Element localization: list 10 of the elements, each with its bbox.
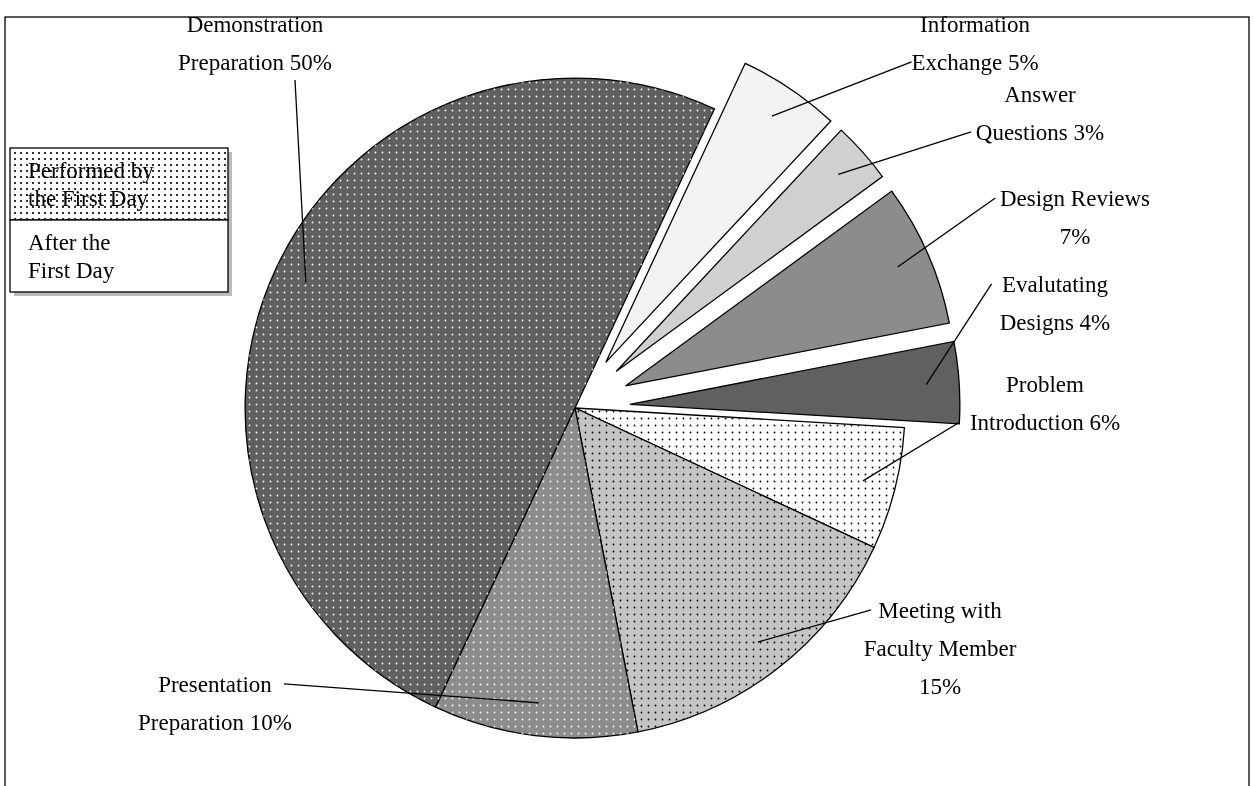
slice-label: Presentation Preparation 10%	[138, 672, 292, 735]
slice-label: Answer Questions 3%	[975, 82, 1105, 145]
slice-label: Design Reviews	[999, 186, 1151, 211]
slice-label: Problem Introduction 6%	[969, 372, 1121, 435]
data-label: 7%	[1059, 224, 1091, 249]
slice-label: Meeting with Faculty Member	[863, 598, 1017, 661]
data-label: 15%	[918, 674, 962, 699]
slice-label: Information Exchange 5%	[911, 12, 1039, 75]
slice-label: Demonstration Preparation 50%	[178, 12, 332, 75]
slice-label: Evalutating Designs 4%	[999, 272, 1111, 335]
